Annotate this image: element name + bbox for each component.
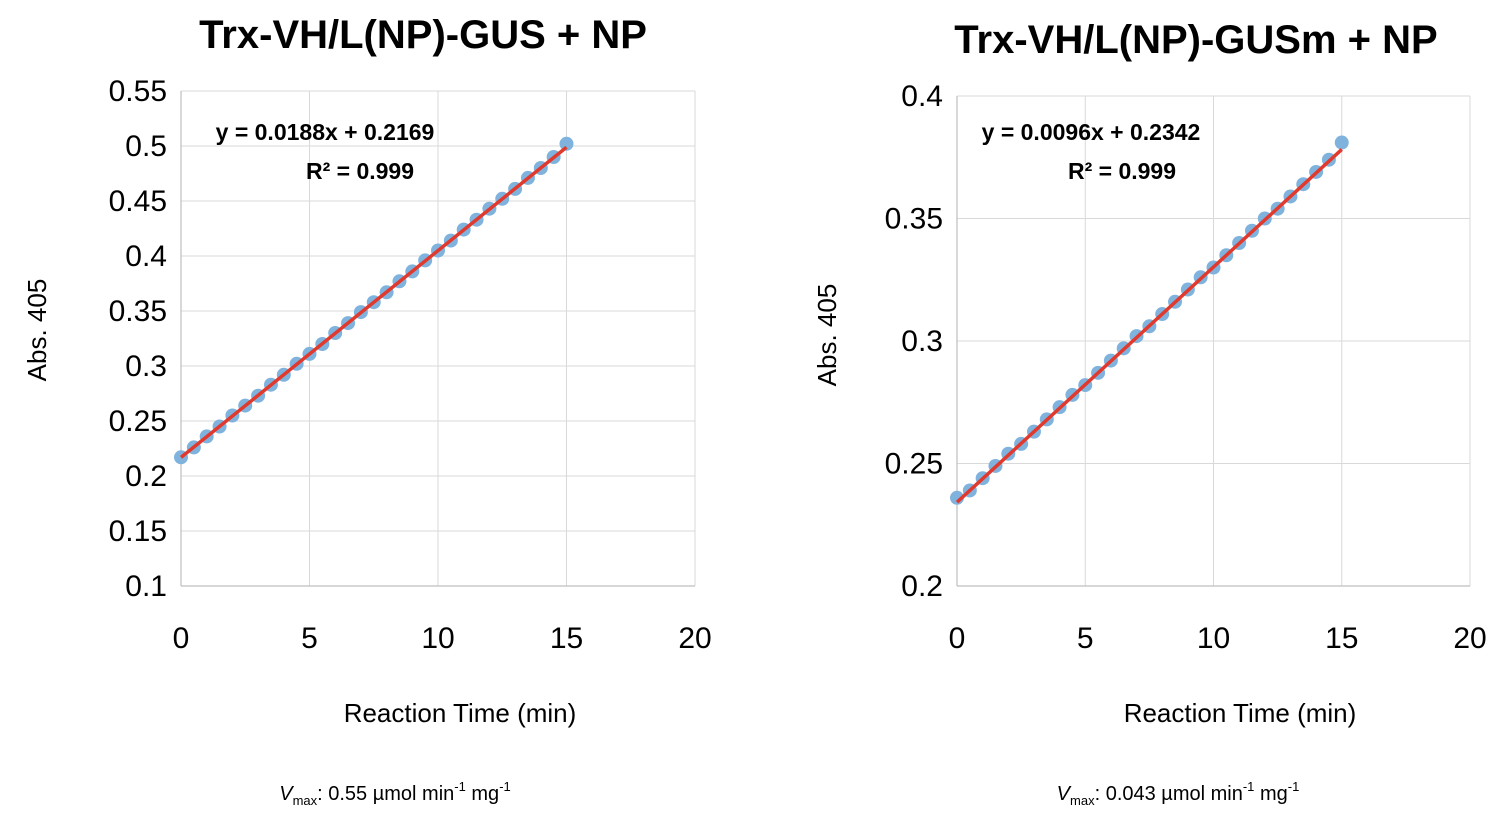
chart-1-equation: y = 0.0188x + 0.2169 xyxy=(216,119,435,145)
chart-2-title: Trx-VH/L(NP)-GUSm + NP xyxy=(954,18,1437,62)
chart-2-gridlines xyxy=(957,95,1471,586)
x-tick-label: 15 xyxy=(1325,622,1358,655)
x-tick-label: 15 xyxy=(550,622,583,655)
data-point xyxy=(1334,135,1349,150)
chart-1-x-tick-labels: 0 5 10 15 20 xyxy=(173,622,712,655)
x-tick-label: 10 xyxy=(421,622,454,655)
chart-1-gridlines xyxy=(181,90,696,586)
chart-2: Trx-VH/L(NP)-GUSm + NP 0.2 0.25 0.3 0.35 0.4… xyxy=(812,18,1487,808)
y-tick-label: 0.15 xyxy=(109,515,167,548)
y-tick-label: 0.25 xyxy=(109,405,167,438)
chart-2-r-squared: R² = 0.999 xyxy=(1068,158,1176,184)
y-tick-label: 0.4 xyxy=(125,240,167,273)
chart-2-data-points xyxy=(950,135,1349,505)
y-tick-label: 0.2 xyxy=(901,570,943,603)
chart-2-y-tick-labels: 0.2 0.25 0.3 0.35 0.4 xyxy=(885,80,943,603)
chart-1-title: Trx-VH/L(NP)-GUS + NP xyxy=(199,13,647,57)
chart-1-r-squared: R² = 0.999 xyxy=(306,158,414,184)
chart-1-trendline xyxy=(179,145,568,459)
chart-2-y-axis-label: Abs. 405 xyxy=(812,284,842,387)
x-tick-label: 10 xyxy=(1197,622,1230,655)
y-tick-label: 0.45 xyxy=(109,185,167,218)
y-tick-label: 0.2 xyxy=(125,460,167,493)
y-tick-label: 0.4 xyxy=(901,80,943,113)
chart-1-y-axis-label: Abs. 405 xyxy=(22,279,52,382)
chart-2-equation: y = 0.0096x + 0.2342 xyxy=(982,119,1201,145)
y-tick-label: 0.55 xyxy=(109,75,167,108)
x-tick-label: 5 xyxy=(1077,622,1094,655)
y-tick-label: 0.5 xyxy=(125,130,167,163)
chart-1: Trx-VH/L(NP)-GUS + NP 0.10.150.20.250.30… xyxy=(22,13,712,808)
chart-1-vmax: Vmax: 0.55 µmol min-1 mg-1 xyxy=(279,779,511,808)
x-tick-label: 20 xyxy=(1453,622,1486,655)
y-tick-label: 0.35 xyxy=(885,203,943,236)
x-tick-label: 20 xyxy=(678,622,711,655)
chart-1-y-tick-labels: 0.1 0.15 0.2 0.25 0.3 0.35 0.4 0.45 0.5 0.55 xyxy=(109,75,167,603)
x-tick-label: 0 xyxy=(173,622,190,655)
chart-2-vmax: Vmax: 0.043 µmol min-1 mg-1 xyxy=(1057,779,1300,808)
chart-1-x-axis-label: Reaction Time (min) xyxy=(344,698,577,728)
x-tick-label: 5 xyxy=(301,622,318,655)
y-tick-label: 0.1 xyxy=(125,570,167,603)
y-tick-label: 0.3 xyxy=(125,350,167,383)
data-point xyxy=(559,136,574,151)
y-tick-label: 0.25 xyxy=(885,448,943,481)
y-tick-label: 0.3 xyxy=(901,325,943,358)
chart-2-x-tick-labels: 0 5 10 15 20 xyxy=(949,622,1487,655)
chart-1-axes xyxy=(180,91,695,587)
chart-2-x-axis-label: Reaction Time (min) xyxy=(1124,698,1357,728)
y-tick-label: 0.35 xyxy=(109,295,167,328)
x-tick-label: 0 xyxy=(949,622,966,655)
chart-2-trendline xyxy=(955,148,1343,504)
